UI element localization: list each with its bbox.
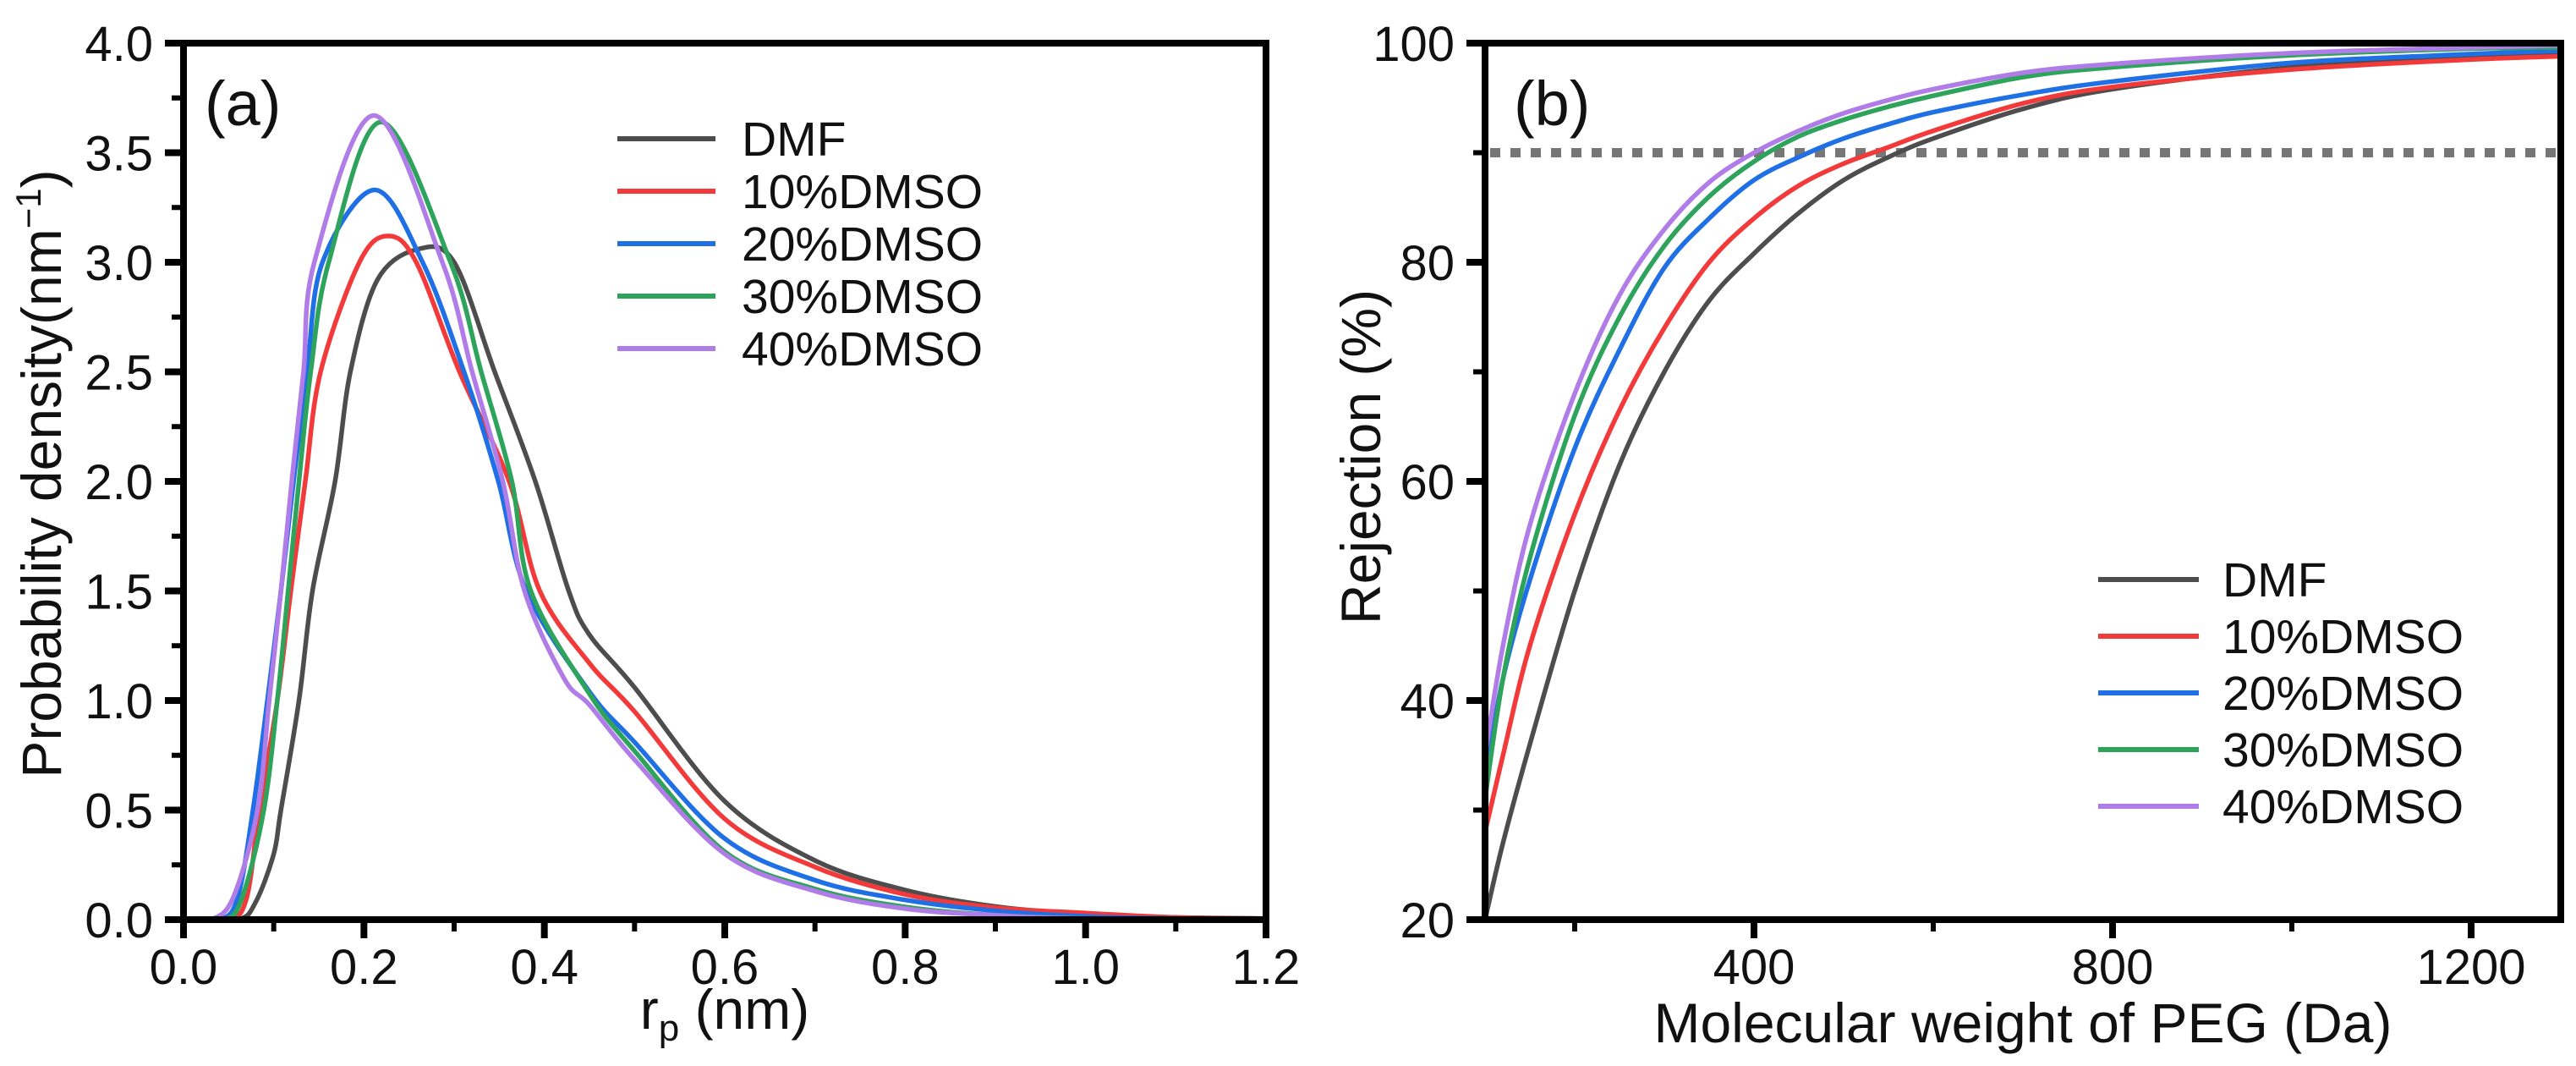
y-tick-label: 40 — [1400, 674, 1455, 729]
panel-b-rejection: 400 800 1200 20 40 60 80 100 Molecular weight of… — [1329, 17, 2564, 1054]
x-tick-label: 0.8 — [871, 940, 940, 995]
series-line-30pctdmso — [1485, 45, 2561, 800]
y-tick-label: 1.0 — [85, 674, 153, 729]
y-axis-title-superscript: −1 — [8, 188, 48, 228]
x-axis-title: rp (nm) — [640, 978, 809, 1049]
y-tick-label: 2.0 — [85, 455, 153, 510]
series-group — [1485, 42, 2561, 920]
x-tick-label: 1.2 — [1232, 940, 1301, 995]
x-axis-title-main: Molecular weight of PEG (Da) — [1654, 992, 2392, 1054]
x-tick-label: 800 — [2072, 940, 2154, 995]
legend-label: DMF — [742, 113, 846, 167]
legend-item: 10%DMSO — [2098, 610, 2464, 664]
y-tick-label: 4.0 — [85, 17, 153, 72]
legend-item: 30%DMSO — [617, 270, 983, 324]
panel-label: (a) — [205, 69, 281, 139]
y-tick-label: 3.0 — [85, 236, 153, 291]
legend-label: 40%DMSO — [2222, 780, 2464, 834]
series-line-20pctdmso — [1485, 48, 2561, 778]
y-tick-label: 2.5 — [85, 346, 153, 401]
x-tick-label: 400 — [1713, 940, 1795, 995]
panel-label: (b) — [1514, 69, 1590, 139]
x-axis-title-unit: (nm) — [679, 978, 809, 1041]
y-tick-label: 20 — [1400, 893, 1455, 948]
legend-label: 30%DMSO — [742, 270, 983, 324]
x-tick-label: 0.2 — [330, 940, 398, 995]
legend-label: 10%DMSO — [742, 165, 983, 219]
legend-label: DMF — [2222, 553, 2327, 607]
y-axis-title-close: ) — [10, 169, 73, 188]
series-line-40pctdmso — [1485, 42, 2561, 756]
x-tick-label: 1.0 — [1051, 940, 1120, 995]
legend-label: 20%DMSO — [2222, 667, 2464, 721]
legend-label: 10%DMSO — [2222, 610, 2464, 664]
x-tick-label: 0.4 — [510, 940, 578, 995]
legend-item: 20%DMSO — [2098, 667, 2464, 721]
x-axis-title-subscript: p — [659, 1008, 679, 1049]
y-tick-label: 100 — [1373, 17, 1455, 72]
legend-item: 20%DMSO — [617, 217, 983, 272]
x-tick-label: 1200 — [2416, 940, 2525, 995]
x-tick-label: 0.0 — [150, 940, 218, 995]
legend-item: 10%DMSO — [617, 165, 983, 219]
series-line-40pctdmso — [184, 113, 1266, 920]
legend-item: DMF — [2098, 553, 2327, 607]
y-axis-title: Rejection (%) — [1329, 289, 1392, 624]
legend-item: 30%DMSO — [2098, 723, 2464, 778]
legend-item: 40%DMSO — [617, 322, 983, 376]
y-tick-label: 60 — [1400, 455, 1455, 510]
y-tick-label: 0.5 — [85, 784, 153, 839]
x-axis-title-main: r — [640, 978, 659, 1041]
plot-frame — [180, 40, 1269, 923]
y-axis-title-main: Probability density(nm — [10, 228, 73, 778]
y-axis-title-main: Rejection (%) — [1329, 289, 1392, 624]
panel-a-probability-density: 0.0 0.2 0.4 0.6 0.8 1.0 1.2 0.0 0.5 1.0 1.5 2.0 2.5 3… — [8, 17, 1300, 1049]
y-tick-label: 1.5 — [85, 565, 153, 620]
series-line-dmf — [184, 244, 1266, 920]
legend-item: DMF — [617, 113, 846, 167]
x-tick-label: 0.6 — [691, 940, 759, 995]
series-group — [184, 113, 1266, 920]
legend-label: 20%DMSO — [742, 217, 983, 272]
series-line-10pctdmso — [184, 234, 1266, 920]
series-line-10pctdmso — [1485, 53, 2561, 833]
legend-item: 40%DMSO — [2098, 780, 2464, 834]
y-axis-title: Probability density(nm−1) — [8, 169, 73, 778]
legend-label: 40%DMSO — [742, 322, 983, 376]
legend-label: 30%DMSO — [2222, 723, 2464, 778]
y-tick-label: 3.5 — [85, 127, 153, 182]
y-tick-label: 80 — [1400, 236, 1455, 291]
y-tick-label: 0.0 — [85, 893, 153, 948]
x-axis-title: Molecular weight of PEG (Da) — [1654, 992, 2392, 1054]
